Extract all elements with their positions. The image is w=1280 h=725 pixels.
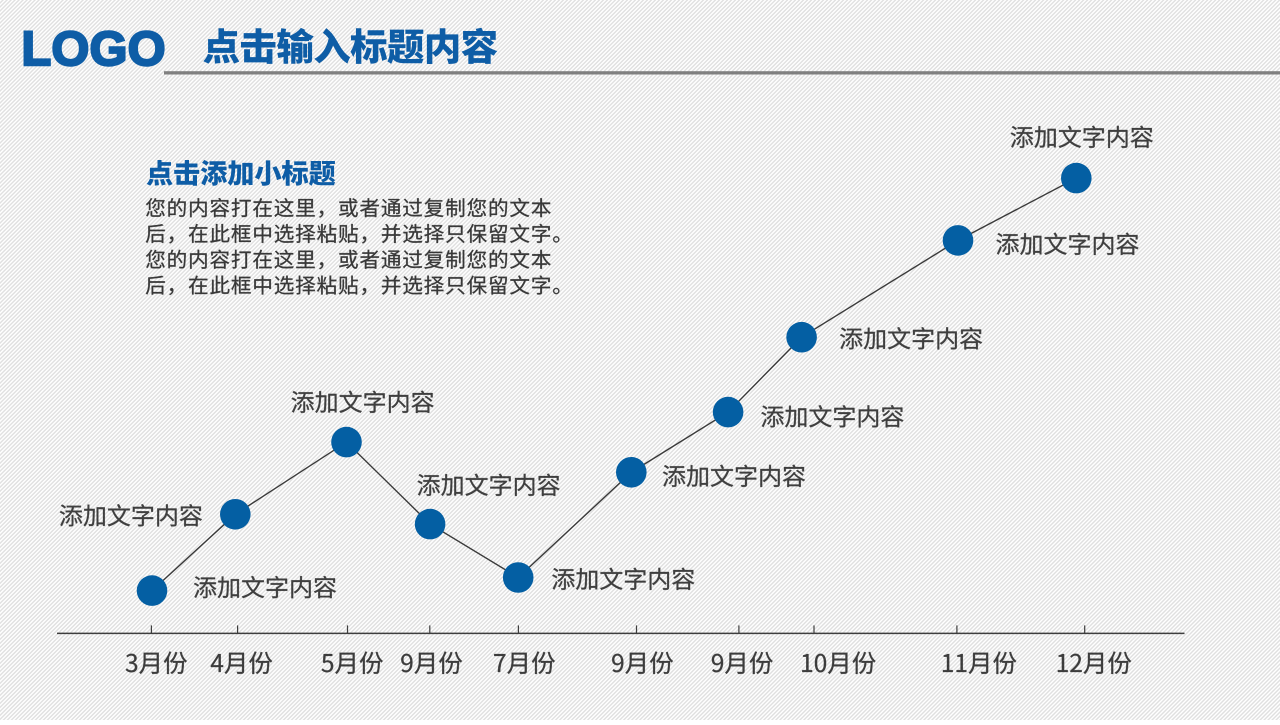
svg-text:LOGO: LOGO	[22, 22, 166, 76]
